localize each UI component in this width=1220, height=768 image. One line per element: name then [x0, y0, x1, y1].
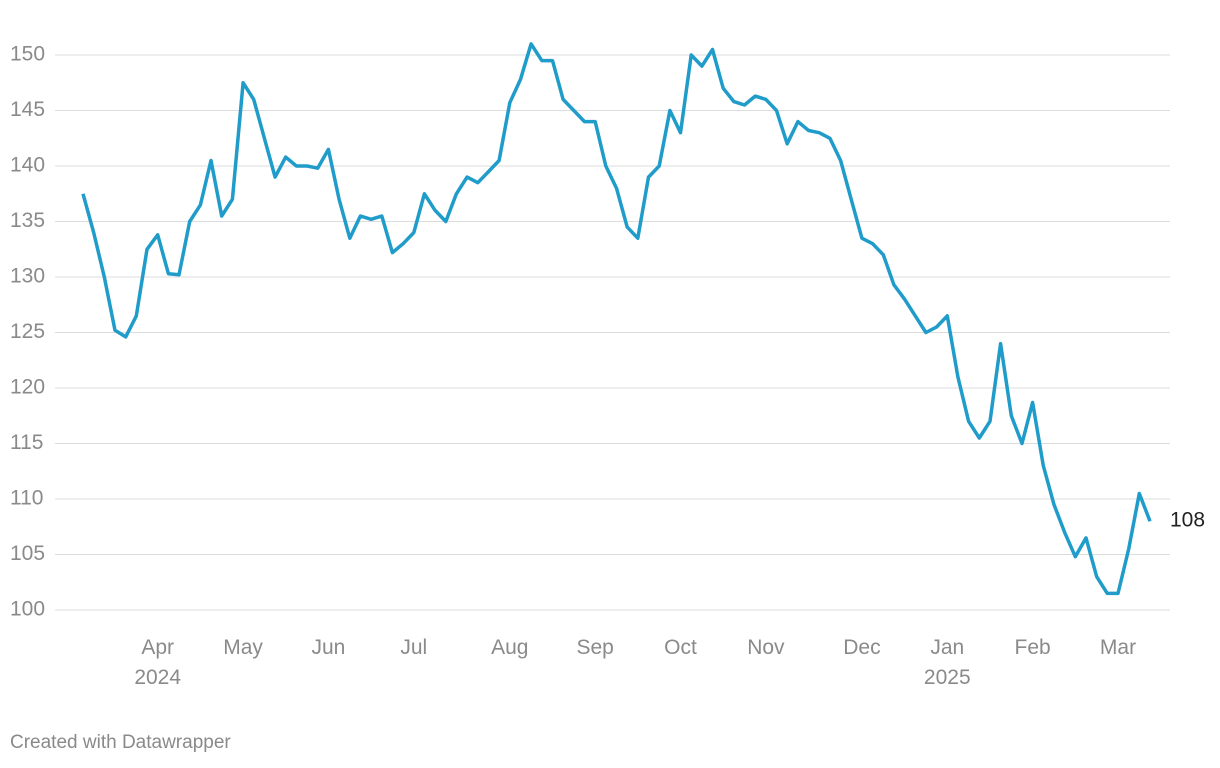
- y-tick-label: 110: [10, 487, 43, 510]
- y-tick-label: 105: [10, 542, 45, 565]
- y-tick-label: 150: [10, 43, 45, 66]
- y-tick-label: 130: [10, 265, 45, 288]
- x-tick-label: Oct: [664, 636, 697, 659]
- x-tick-label: Jan 2025: [923, 636, 971, 689]
- y-tick-label: 140: [10, 154, 45, 177]
- y-tick-label: 125: [10, 320, 45, 343]
- plot: 100 105 110 115 120 125 130 135 140 145 150 108: [10, 42, 1205, 621]
- x-tick-label: Jun: [311, 636, 346, 659]
- y-tick-label: 145: [10, 98, 45, 121]
- end-label: 108: [1170, 509, 1205, 532]
- x-tick-label: Jul: [400, 636, 428, 659]
- x-tick-label: Apr 2024: [134, 636, 182, 689]
- footer: Created with Datawrapper: [10, 732, 231, 753]
- x-tick-label: Dec: [843, 636, 881, 659]
- x-tick-label: Feb: [1014, 636, 1051, 659]
- y-tick-label: 135: [10, 209, 45, 232]
- y-tick-label: 115: [10, 431, 43, 454]
- x-tick-label: Aug: [491, 636, 529, 659]
- y-tick-label: 120: [10, 376, 45, 399]
- x-tick-label: Mar: [1099, 636, 1137, 659]
- x-tick-label: Nov: [747, 636, 785, 659]
- y-tick-label: 100: [10, 598, 45, 621]
- line: [81, 42, 1152, 596]
- x-tick-label: May: [223, 636, 263, 659]
- x-tick-label: Sep: [576, 636, 614, 659]
